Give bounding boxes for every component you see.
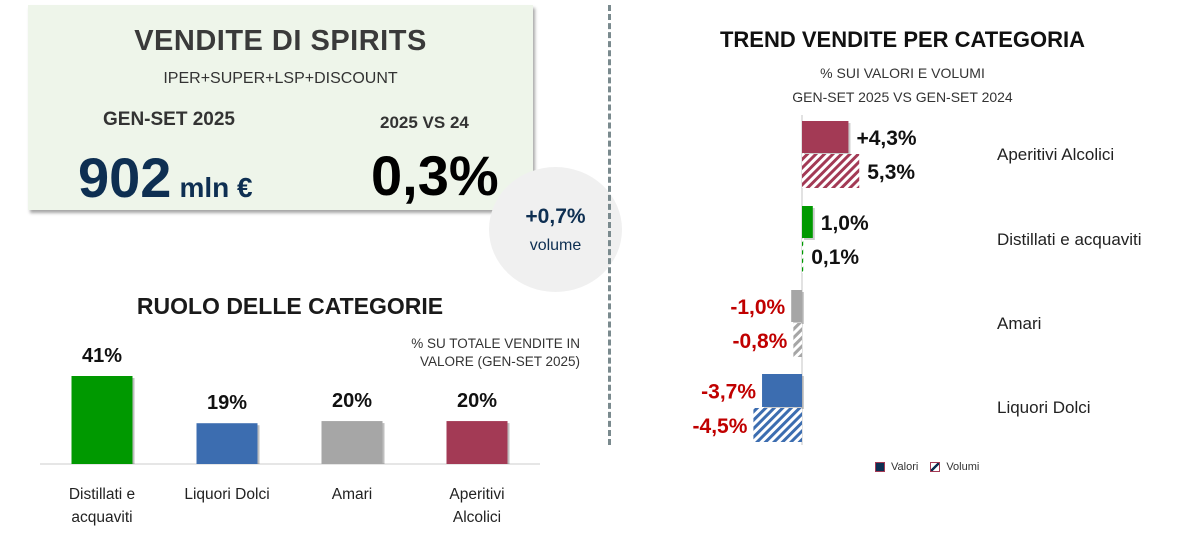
ruolo-bar (321, 421, 383, 464)
trend-bar-valori (802, 206, 813, 238)
trend-bar-value-label: 0,1% (811, 246, 859, 269)
trend-category-label: Liquori Dolci (997, 398, 1091, 417)
ruolo-bar (446, 421, 508, 464)
trend-bar-volumi (802, 239, 804, 273)
ruolo-category-label: Liquori Dolci (184, 486, 269, 503)
trend-bar-value-label: -3,7% (701, 381, 756, 404)
ruolo-chart-note: % SU TOTALE VENDITE IN VALORE (GEN-SET 2… (340, 335, 580, 371)
ruolo-chart: 41% Distillati e acquaviti 19% Liquori Dolci… (40, 345, 540, 526)
kpi-value: 902 mln € (78, 145, 253, 210)
trend-category-label: Amari (997, 314, 1042, 333)
ruolo-bar-value-label: 41% (82, 345, 122, 367)
trend-chart-subtitle: % SUI VALORI E VOLUMI (820, 65, 985, 81)
trend-chart-title: TREND VENDITE PER CATEGORIA (719, 27, 1086, 52)
kpi-value-number: 902 (78, 146, 172, 209)
trend-category-label: Distillati e acquaviti (997, 230, 1142, 249)
volume-bubble: +0,7% volume (489, 167, 622, 292)
kpi-growth: 0,3% (371, 144, 499, 207)
ruolo-category-label: acquaviti (71, 509, 132, 526)
trend-chart-subtitle: GEN-SET 2025 VS GEN-SET 2024 (792, 89, 1013, 105)
trend-bar-valori (791, 290, 802, 322)
kpi-period-label: GEN-SET 2025 (103, 109, 235, 130)
trend-bar-valori (762, 374, 802, 407)
ruolo-category-label: Distillati e (69, 486, 135, 503)
trend-bar-value-label: 5,3% (867, 161, 915, 184)
kpi-title: VENDITE DI SPIRITS (134, 25, 427, 57)
trend-bar-value-label: -4,5% (693, 415, 748, 438)
trend-bar-valori (802, 121, 849, 153)
trend-chart: +4,3% 5,3% 1,0% 0,1% -1,0% -0,8% -3,7% -4,5% (693, 115, 917, 445)
trend-bar-volumi (793, 323, 802, 357)
ruolo-note-line: % SU TOTALE VENDITE IN (411, 336, 580, 351)
trend-bar-volumi (753, 408, 802, 442)
ruolo-category-label: Alcolici (453, 509, 501, 526)
trend-bar-value-label: -0,8% (733, 330, 788, 353)
trend-bar-value-label: +4,3% (856, 127, 916, 150)
ruolo-bar (196, 423, 258, 464)
ruolo-bar-value-label: 19% (207, 392, 247, 414)
trend-category-label: Aperitivi Alcolici (997, 145, 1115, 164)
trend-bar-volumi (802, 154, 860, 188)
ruolo-bar-value-label: 20% (332, 390, 372, 412)
legend-hatched-swatch-icon (930, 462, 941, 472)
kpi-value-unit: mln € (179, 172, 253, 203)
legend-solid-swatch-icon (875, 462, 885, 472)
ruolo-category-label: Amari (332, 486, 372, 503)
ruolo-note-line: VALORE (GEN-SET 2025) (419, 354, 580, 369)
volume-bubble-label: volume (529, 237, 582, 254)
volume-bubble-value: +0,7% (525, 205, 586, 228)
ruolo-bar (71, 376, 133, 464)
kpi-card: VENDITE DI SPIRITS IPER+SUPER+LSP+DISCOU… (28, 5, 533, 210)
ruolo-category-label: Aperitivi (449, 486, 504, 503)
trend-bar-value-label: -1,0% (730, 296, 785, 319)
section-divider (608, 5, 611, 445)
trend-legend: Valori Volumi (875, 461, 979, 473)
kpi-compare-label: 2025 VS 24 (380, 113, 469, 132)
legend-label-volumi: Volumi (946, 461, 980, 473)
ruolo-bar-value-label: 20% (457, 390, 497, 412)
ruolo-chart-title: RUOLO DELLE CATEGORIE (136, 293, 444, 319)
legend-label-valori: Valori (891, 461, 919, 473)
kpi-subtitle: IPER+SUPER+LSP+DISCOUNT (163, 70, 398, 87)
trend-bar-value-label: 1,0% (821, 212, 869, 235)
